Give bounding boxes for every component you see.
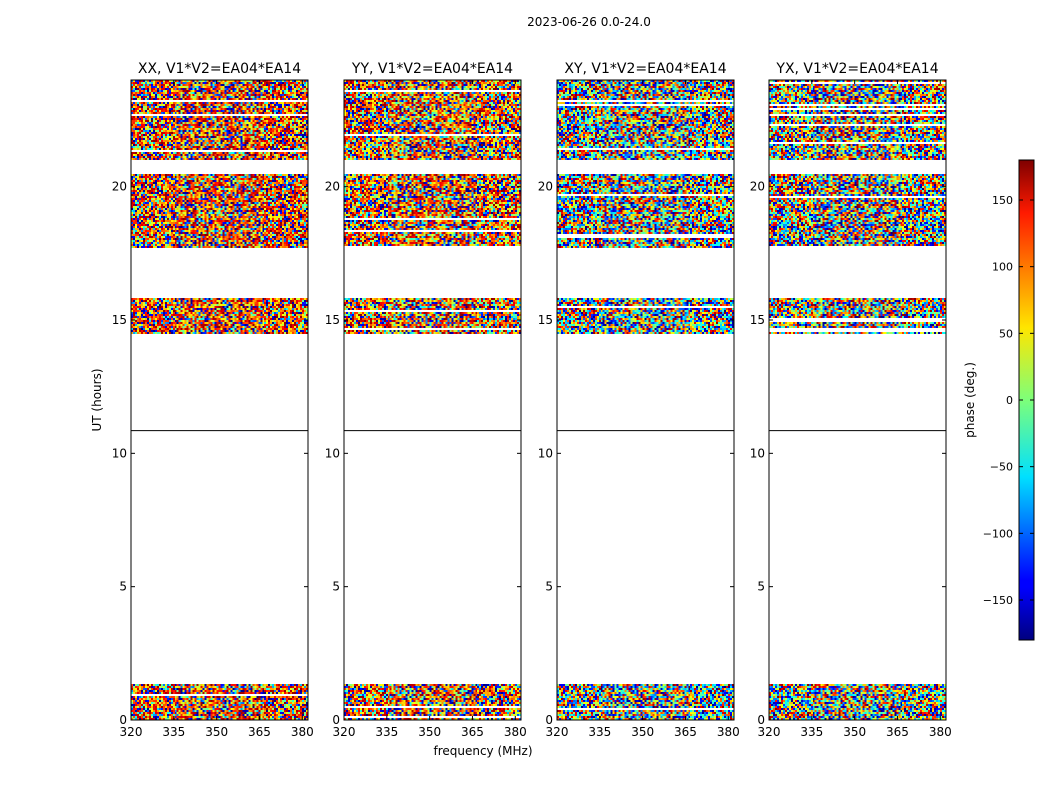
panel-1: YY, V1*V2=EA04*EA14 320 335 350 365 380 0 5 10 15… (325, 61, 527, 739)
y-tick-label: 15 (112, 313, 127, 327)
colorbar: 150 100 50 0 −50 −100 −150 phase (deg.) (963, 160, 1034, 640)
y-tick-label: 0 (545, 713, 553, 727)
y-tick-label: 15 (538, 313, 553, 327)
x-tick-label: 380 (929, 725, 952, 739)
colorbar-tick-label: −100 (983, 527, 1013, 540)
x-tick-label: 365 (674, 725, 697, 739)
y-tick-label: 10 (538, 446, 553, 460)
panels-layer: XX, V1*V2=EA04*EA14 320 335 350 365 380 0 5 10 15… (112, 61, 952, 739)
figure-title: 2023-06-26 0.0-24.0 (527, 15, 651, 29)
x-tick-label: 335 (800, 725, 823, 739)
panel-0: XX, V1*V2=EA04*EA14 320 335 350 365 380 0 5 10 15… (112, 61, 314, 739)
y-tick-label: 15 (325, 313, 340, 327)
x-tick-label: 320 (333, 725, 356, 739)
x-axis-label: frequency (MHz) (433, 744, 532, 758)
panel-2: XY, V1*V2=EA04*EA14 320 335 350 365 380 0 5 10 15… (538, 61, 740, 739)
phase-raster (131, 80, 308, 720)
y-tick-label: 0 (332, 713, 340, 727)
phase-raster (344, 80, 521, 720)
x-tick-label: 380 (717, 725, 740, 739)
x-tick-label: 350 (205, 725, 228, 739)
phase-raster (769, 80, 946, 720)
colorbar-tick-label: −150 (983, 594, 1013, 607)
colorbar-tick-label: −50 (990, 461, 1013, 474)
y-tick-label: 20 (112, 180, 127, 194)
phase-raster (557, 80, 734, 720)
x-tick-label: 380 (291, 725, 314, 739)
y-tick-label: 5 (332, 580, 340, 594)
y-tick-label: 0 (757, 713, 765, 727)
panel-title: YY, V1*V2=EA04*EA14 (351, 61, 513, 77)
colorbar-tick-label: 0 (1006, 394, 1013, 407)
x-tick-label: 320 (546, 725, 569, 739)
panel-title: XX, V1*V2=EA04*EA14 (138, 61, 301, 77)
colorbar-tick-label: 50 (999, 327, 1013, 340)
colorbar-tick-label: 100 (992, 261, 1013, 274)
x-tick-label: 320 (758, 725, 781, 739)
x-tick-label: 365 (461, 725, 484, 739)
y-tick-label: 5 (545, 580, 553, 594)
colorbar-tick-label: 150 (992, 194, 1013, 207)
x-tick-label: 350 (418, 725, 441, 739)
x-tick-label: 350 (843, 725, 866, 739)
y-axis-label: UT (hours) (90, 368, 104, 431)
x-tick-label: 335 (162, 725, 185, 739)
y-tick-label: 20 (538, 180, 553, 194)
colorbar-label: phase (deg.) (963, 362, 977, 438)
x-tick-label: 350 (631, 725, 654, 739)
y-tick-label: 20 (750, 180, 765, 194)
x-tick-label: 320 (120, 725, 143, 739)
y-tick-label: 5 (119, 580, 127, 594)
panel-3: YX, V1*V2=EA04*EA14 320 335 350 365 380 0 5 10 15… (750, 61, 952, 739)
x-tick-label: 365 (248, 725, 271, 739)
figure: 2023-06-26 0.0-24.0 XX, V1*V2=EA04*EA14 3… (0, 0, 1050, 800)
panel-title: YX, V1*V2=EA04*EA14 (775, 61, 938, 77)
y-tick-label: 10 (750, 446, 765, 460)
y-tick-label: 20 (325, 180, 340, 194)
y-tick-label: 15 (750, 313, 765, 327)
y-tick-label: 10 (325, 446, 340, 460)
y-tick-label: 5 (757, 580, 765, 594)
x-tick-label: 335 (375, 725, 398, 739)
y-tick-label: 0 (119, 713, 127, 727)
x-tick-label: 380 (504, 725, 527, 739)
x-tick-label: 365 (886, 725, 909, 739)
x-tick-label: 335 (588, 725, 611, 739)
y-tick-label: 10 (112, 446, 127, 460)
panel-title: XY, V1*V2=EA04*EA14 (564, 61, 726, 77)
